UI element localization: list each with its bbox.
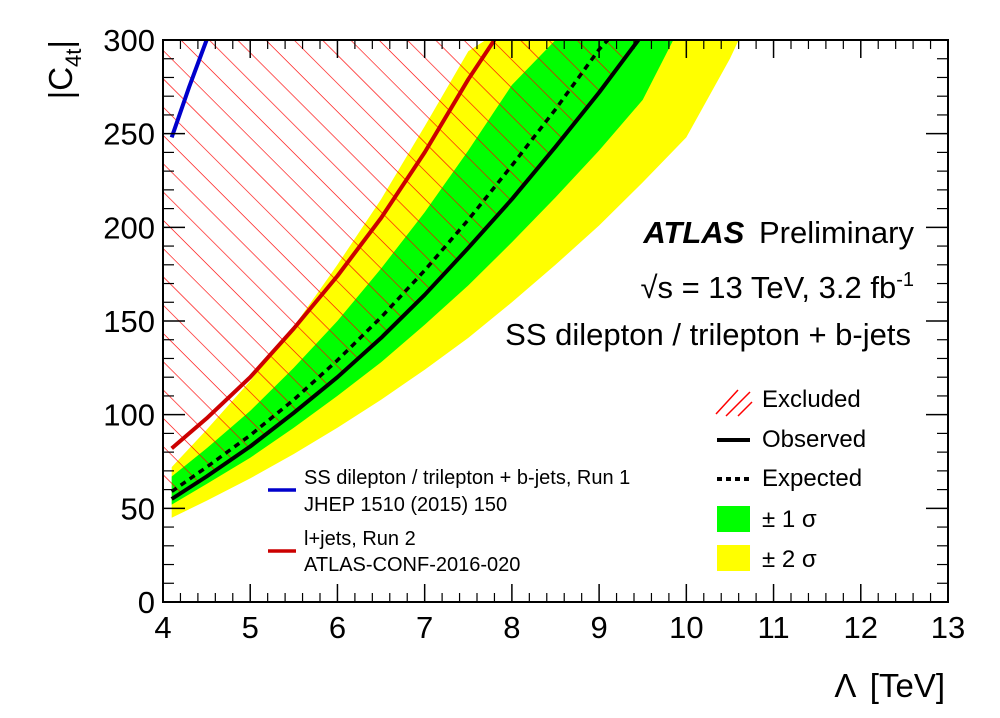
energy-label: √s = 13 TeV, 3.2 fb-1: [640, 269, 914, 305]
observed-line: [170, 40, 641, 501]
x-tick-label: 9: [590, 610, 607, 645]
y-tick-label: 50: [121, 491, 155, 526]
legend-observed-label: Observed: [762, 426, 866, 453]
y-tick-label: 300: [103, 23, 155, 58]
run1-ssdilepton-line: [169, 40, 209, 139]
atlas-bold: ATLAS: [642, 215, 744, 250]
legend-run1-line1: SS dilepton / trilepton + b-jets, Run 1: [304, 467, 630, 489]
legend-excluded-swatch: [715, 389, 753, 417]
legend-left: SS dilepton / trilepton + b-jets, Run 1 …: [268, 467, 630, 576]
x-tick-label: 10: [669, 610, 703, 645]
y-tick-label: 200: [103, 210, 155, 245]
ticks-layer: 4 5 6 7 8 9 10 11 12 13 0 50 100 150 200 250 300: [103, 23, 965, 645]
x-tick-label: 12: [844, 610, 878, 645]
legend-run2-line1: l+jets, Run 2: [304, 528, 416, 550]
legend-expected-label: Expected: [762, 465, 862, 492]
run2-lplusjets-line: [170, 40, 497, 450]
x-tick-label: 4: [154, 610, 171, 645]
energy-sup: -1: [896, 269, 914, 291]
x-axis-symbol: Λ: [834, 667, 856, 704]
y-axis-sub: 4t: [61, 49, 86, 67]
y-tick-label: 0: [138, 585, 155, 620]
hatch-layer: [163, 40, 639, 499]
lines-layer: [169, 40, 641, 501]
y-axis-main: |C: [42, 67, 79, 99]
y-tick-label: 100: [103, 398, 155, 433]
energy-text: √s = 13 TeV, 3.2 fb: [640, 270, 896, 305]
legend-one-sigma-swatch: [717, 506, 750, 532]
x-tick-label: 11: [757, 610, 789, 645]
atlas-preliminary: Preliminary: [759, 215, 915, 250]
y-tick-label: 150: [103, 304, 155, 339]
legend-run2-line2: ATLAS-CONF-2016-020: [304, 554, 520, 576]
legend-run1-line2: JHEP 1510 (2015) 150: [304, 494, 507, 516]
x-tick-label: 6: [329, 610, 346, 645]
x-tick-label: 5: [242, 610, 259, 645]
legend-right: Excluded Observed Expected ± 1 σ ± 2 σ: [715, 386, 866, 573]
legend-excluded-label: Excluded: [762, 386, 861, 413]
legend-two-sigma-swatch: [717, 545, 750, 571]
y-tick-label: 250: [103, 117, 155, 152]
x-tick-label: 13: [931, 610, 965, 645]
x-tick-label: 7: [416, 610, 433, 645]
legend-one-sigma-label: ± 1 σ: [762, 506, 817, 533]
legend-two-sigma-label: ± 2 σ: [762, 546, 817, 573]
atlas-label: ATLAS Preliminary: [642, 215, 914, 250]
channel-label: SS dilepton / trilepton + b-jets: [505, 317, 911, 352]
x-axis-title: Λ [TeV]: [834, 667, 945, 704]
excluded-region: [163, 40, 639, 499]
x-tick-label: 8: [503, 610, 520, 645]
x-axis-unit: [TeV]: [870, 667, 945, 704]
y-axis-title: |C4t|: [42, 40, 86, 99]
plot-area: [163, 40, 739, 518]
y-axis-end: |: [42, 40, 79, 49]
